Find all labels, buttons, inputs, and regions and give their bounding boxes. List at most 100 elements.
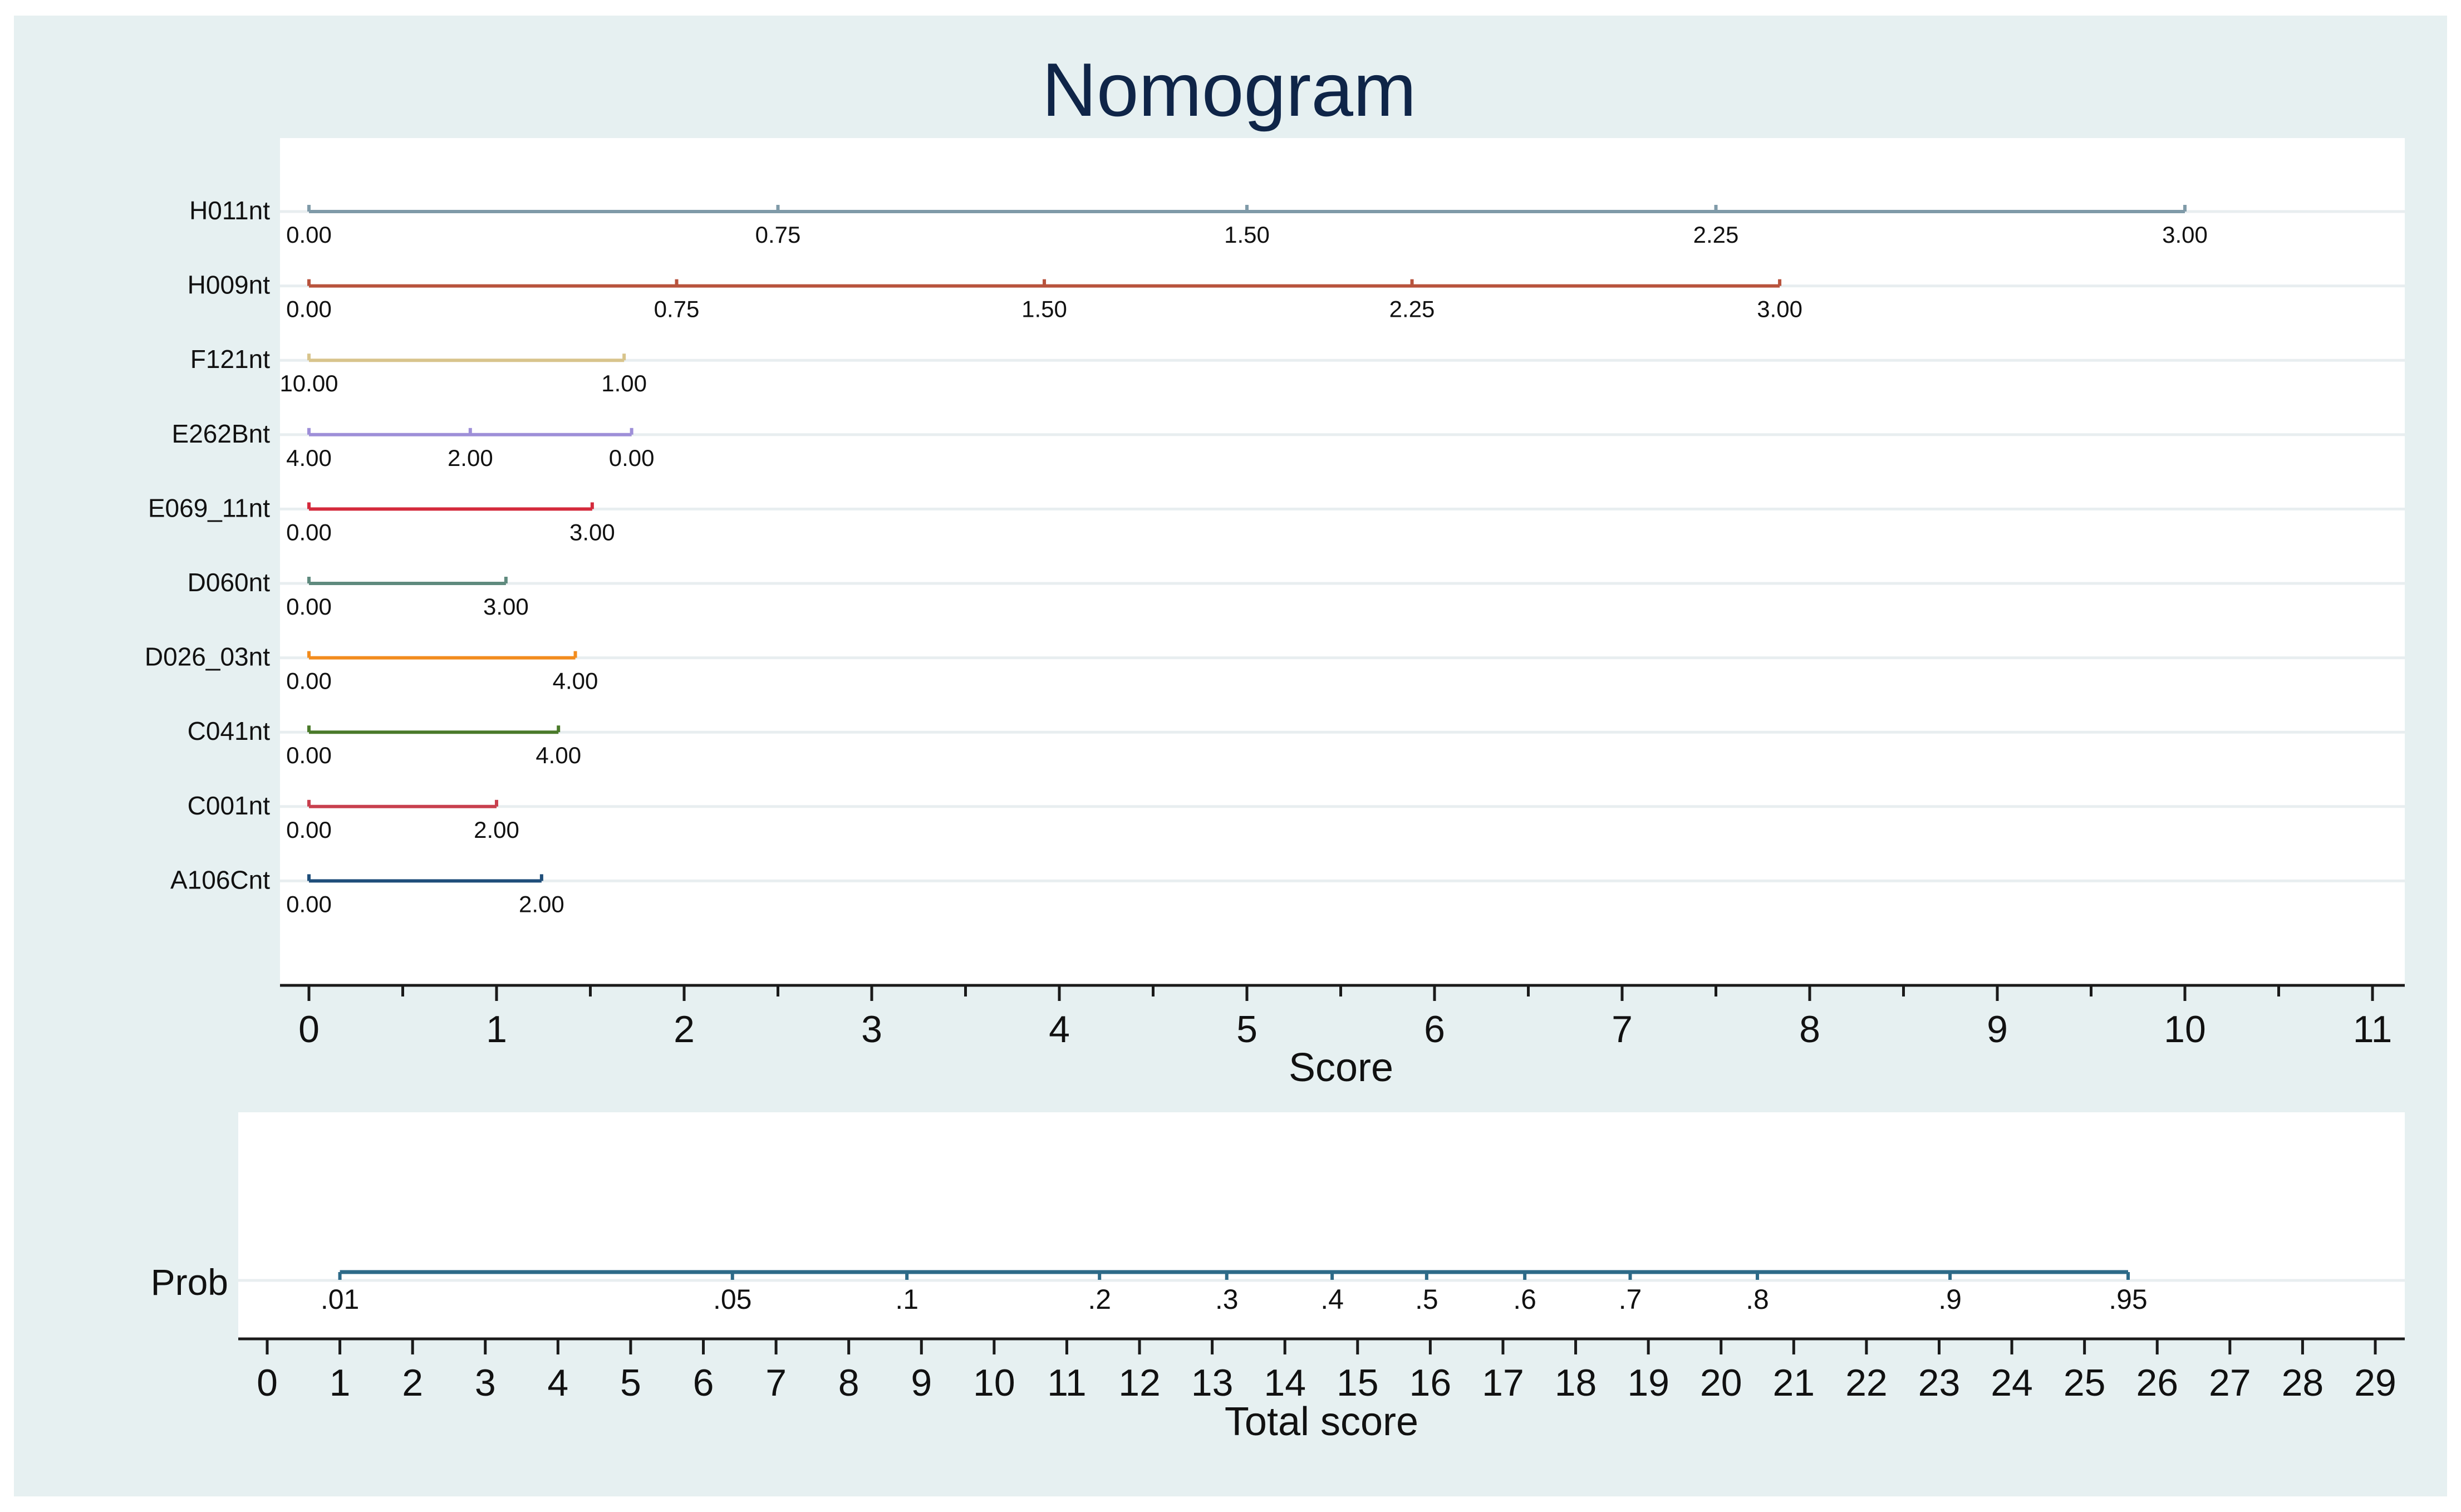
variable-label: E069_11nt <box>148 493 270 522</box>
score-gridlines <box>280 210 2405 882</box>
variable-row: E069_11nt 0.00 3.00 <box>148 493 615 545</box>
variable-label: C041nt <box>188 716 271 745</box>
probability-tick-label: .8 <box>1746 1284 1769 1315</box>
score-tick-label: 2 <box>674 1008 695 1050</box>
variable-tick-label: 3.00 <box>2162 222 2208 248</box>
variable-tick-label: 2.00 <box>474 817 519 843</box>
score-axis: 0 1 2 3 4 5 6 7 8 9 10 11 <box>280 984 2405 1050</box>
total-score-tick-label: 24 <box>1991 1362 2033 1404</box>
total-score-tick-label: 11 <box>1047 1362 1087 1404</box>
variable-row: H009nt 0.00 0.75 1.50 2.25 3.00 <box>188 271 1802 322</box>
variable-label: D060nt <box>188 568 271 597</box>
score-tick-label: 4 <box>1049 1008 1070 1050</box>
variable-label: F121nt <box>190 345 270 374</box>
variable-label: E262Bnt <box>172 419 271 448</box>
total-score-tick-label: 13 <box>1191 1362 1234 1404</box>
total-score-tick-label: 28 <box>2282 1362 2324 1404</box>
total-score-tick-label: 22 <box>1845 1362 1888 1404</box>
total-score-tick-label: 5 <box>620 1362 641 1404</box>
total-score-tick-label: 18 <box>1555 1362 1597 1404</box>
variable-tick-label: 3.00 <box>1757 296 1802 322</box>
probability-tick-label: .1 <box>895 1284 918 1315</box>
total-score-tick-label: 16 <box>1409 1362 1452 1404</box>
total-score-tick-label: 29 <box>2354 1362 2396 1404</box>
score-tick-label: 1 <box>486 1008 507 1050</box>
variable-tick-label: 0.00 <box>286 891 332 917</box>
variable-label: A106Cnt <box>170 865 270 894</box>
total-score-tick-label: 0 <box>257 1362 278 1404</box>
total-score-tick-label: 27 <box>2209 1362 2251 1404</box>
total-score-tick-label: 7 <box>765 1362 787 1404</box>
total-score-tick-label: 19 <box>1627 1362 1669 1404</box>
total-score-tick-label: 12 <box>1118 1362 1161 1404</box>
probability-tick-label: .6 <box>1513 1284 1536 1315</box>
variable-label: D026_03nt <box>145 642 270 671</box>
variable-tick-label: 0.00 <box>286 817 332 843</box>
total-score-tick-label: 10 <box>973 1362 1015 1404</box>
chart-title: Nomogram <box>1042 47 1417 132</box>
score-panel: H011nt 0.00 0.75 1.50 2.25 3.00 H009nt 0.00 0.75… <box>145 138 2405 1090</box>
variable-row: C041nt 0.00 4.00 <box>188 716 581 768</box>
variable-tick-label: 10.00 <box>279 370 338 396</box>
variable-tick-label: 0.75 <box>755 222 801 248</box>
variable-tick-label: 1.50 <box>1021 296 1067 322</box>
variable-tick-label: 3.00 <box>569 519 615 545</box>
variable-tick-label: 0.00 <box>286 668 332 694</box>
variable-row: A106Cnt 0.00 2.00 <box>170 865 564 917</box>
total-score-tick-label: 21 <box>1772 1362 1815 1404</box>
score-tick-label: 10 <box>2164 1008 2206 1050</box>
variable-row: D026_03nt 0.00 4.00 <box>145 642 598 694</box>
variable-tick-label: 2.00 <box>519 891 564 917</box>
probability-tick-label: .95 <box>2109 1284 2148 1315</box>
score-tick-label: 3 <box>861 1008 882 1050</box>
total-score-tick-label: 3 <box>475 1362 496 1404</box>
total-score-tick-label: 9 <box>911 1362 932 1404</box>
variable-label: H011nt <box>189 196 270 225</box>
variable-tick-label: 0.00 <box>609 445 655 471</box>
total-score-tick-label: 8 <box>838 1362 859 1404</box>
total-score-tick-label: 20 <box>1700 1362 1742 1404</box>
total-score-tick-label: 1 <box>330 1362 351 1404</box>
variable-tick-label: 4.00 <box>536 742 581 768</box>
total-score-tick-label: 26 <box>2136 1362 2178 1404</box>
score-tick-label: 5 <box>1236 1008 1257 1050</box>
total-score-axis: 0 1 2 3 4 5 6 7 8 9 10 11 12 13 14 15 16 17 18 19 20 21 22 23 24… <box>238 1337 2405 1404</box>
score-axis-title: Score <box>1289 1045 1393 1090</box>
probability-plot-area <box>238 1112 2405 1338</box>
probability-tick-label: .2 <box>1088 1284 1111 1315</box>
variable-tick-label: 0.00 <box>286 742 332 768</box>
variable-tick-label: 3.00 <box>483 593 529 620</box>
variable-tick-label: 0.00 <box>286 296 332 322</box>
score-tick-label: 6 <box>1424 1008 1445 1050</box>
total-score-tick-label: 14 <box>1264 1362 1306 1404</box>
probability-tick-label: .4 <box>1320 1284 1344 1315</box>
score-tick-label: 9 <box>1987 1008 2008 1050</box>
variable-tick-label: 4.00 <box>286 445 332 471</box>
total-score-tick-label: 2 <box>402 1362 423 1404</box>
probability-tick-label: .7 <box>1619 1284 1642 1315</box>
variable-row: D060nt 0.00 3.00 <box>188 568 529 620</box>
variable-tick-label: 0.75 <box>654 296 700 322</box>
score-tick-label: 0 <box>298 1008 320 1050</box>
variable-tick-label: 2.25 <box>1693 222 1739 248</box>
score-tick-label: 8 <box>1799 1008 1820 1050</box>
probability-row-label: Prob <box>151 1261 228 1303</box>
total-score-tick-label: 17 <box>1482 1362 1524 1404</box>
total-score-tick-label: 4 <box>547 1362 568 1404</box>
variable-row: H011nt 0.00 0.75 1.50 2.25 3.00 <box>189 196 2208 248</box>
variable-scales: H011nt 0.00 0.75 1.50 2.25 3.00 H009nt 0.00 0.75… <box>145 196 2208 917</box>
variable-label: C001nt <box>188 791 271 820</box>
total-score-tick-label: 15 <box>1337 1362 1379 1404</box>
variable-tick-label: 0.00 <box>286 222 332 248</box>
score-plot-area <box>280 138 2405 985</box>
variable-label: H009nt <box>188 271 271 300</box>
variable-tick-label: 1.50 <box>1224 222 1270 248</box>
score-tick-label: 7 <box>1612 1008 1633 1050</box>
variable-row: E262Bnt 4.00 2.00 0.00 <box>172 419 655 471</box>
probability-tick-label: .01 <box>321 1284 360 1315</box>
variable-tick-label: 2.25 <box>1389 296 1435 322</box>
score-tick-label: 11 <box>2353 1008 2393 1050</box>
total-score-axis-title: Total score <box>1225 1400 1418 1444</box>
